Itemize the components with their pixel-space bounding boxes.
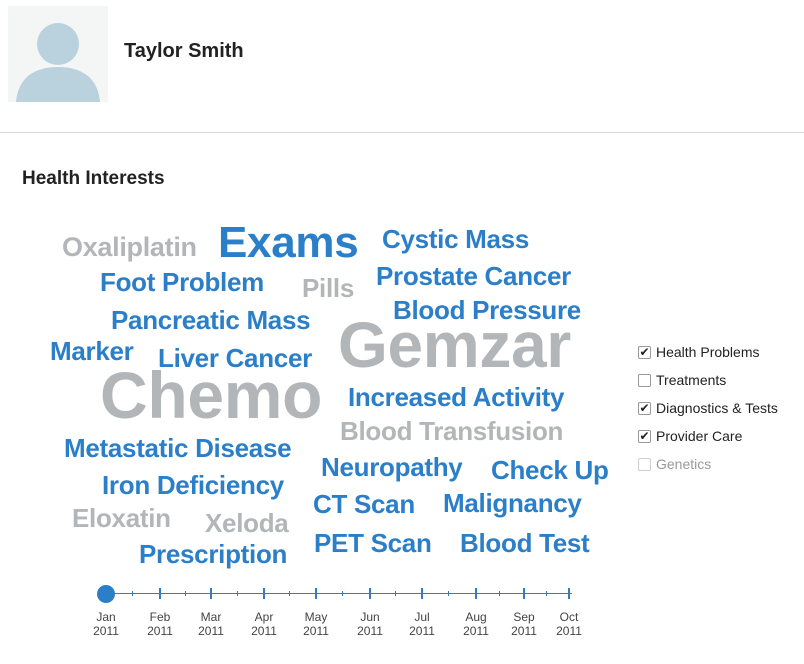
timeline-minor-tick bbox=[342, 591, 343, 596]
timeline-tick bbox=[568, 588, 570, 599]
health-problems-checkbox[interactable] bbox=[638, 345, 651, 359]
term-oxaliplatin[interactable]: Oxaliplatin bbox=[62, 232, 197, 262]
timeline-tick bbox=[159, 588, 161, 599]
term-prescription[interactable]: Prescription bbox=[139, 539, 288, 569]
timeline-tick bbox=[421, 588, 423, 599]
term-chemo[interactable]: Chemo bbox=[100, 358, 323, 432]
timeline-minor-tick bbox=[395, 591, 396, 596]
filter-label: Health Problems bbox=[656, 344, 760, 360]
term-marker[interactable]: Marker bbox=[50, 336, 134, 366]
filter-provider-care[interactable]: Provider Care bbox=[638, 422, 778, 450]
timeline-handle[interactable] bbox=[97, 585, 115, 603]
term-xeloda[interactable]: Xeloda bbox=[205, 508, 289, 538]
diagnostics-tests-checkbox[interactable] bbox=[638, 401, 651, 415]
header-divider bbox=[0, 132, 804, 133]
timeline-label-jul[interactable]: Jul 2011 bbox=[409, 610, 435, 638]
term-prostate-cancer[interactable]: Prostate Cancer bbox=[376, 261, 571, 291]
term-pet-scan[interactable]: PET Scan bbox=[314, 528, 432, 558]
term-malignancy[interactable]: Malignancy bbox=[443, 488, 582, 518]
avatar bbox=[8, 6, 108, 102]
term-exams[interactable]: Exams bbox=[218, 218, 359, 267]
timeline-label-aug[interactable]: Aug 2011 bbox=[463, 610, 489, 638]
section-title: Health Interests bbox=[22, 168, 165, 189]
filter-label: Genetics bbox=[656, 456, 712, 472]
timeline-minor-tick bbox=[237, 591, 238, 596]
user-silhouette-icon bbox=[16, 23, 100, 102]
filter-treatments[interactable]: Treatments bbox=[638, 366, 778, 394]
term-foot-problem[interactable]: Foot Problem bbox=[100, 267, 264, 297]
timeline-label-may[interactable]: May 2011 bbox=[303, 610, 329, 638]
filter-genetics: Genetics bbox=[638, 450, 778, 478]
timeline-label-mar[interactable]: Mar 2011 bbox=[198, 610, 224, 638]
term-blood-pressure[interactable]: Blood Pressure bbox=[393, 295, 581, 325]
timeline-tick bbox=[369, 588, 371, 599]
timeline-minor-tick bbox=[499, 591, 500, 596]
timeline-label-jan[interactable]: Jan 2011 bbox=[93, 610, 119, 638]
term-gemzar[interactable]: Gemzar bbox=[338, 309, 571, 381]
timeline-minor-tick bbox=[132, 591, 133, 596]
timeline-tick bbox=[210, 588, 212, 599]
timeline-track[interactable] bbox=[106, 593, 572, 594]
timeline-label-apr[interactable]: Apr 2011 bbox=[251, 610, 277, 638]
term-metastatic-disease[interactable]: Metastatic Disease bbox=[64, 433, 292, 463]
timeline-tick bbox=[315, 588, 317, 599]
term-blood-transfusion[interactable]: Blood Transfusion bbox=[340, 416, 564, 446]
term-check-up[interactable]: Check Up bbox=[491, 455, 609, 485]
filter-label: Treatments bbox=[656, 372, 727, 388]
timeline-tick bbox=[523, 588, 525, 599]
term-liver-cancer[interactable]: Liver Cancer bbox=[158, 343, 312, 373]
category-filters: Health Problems Treatments Diagnostics &… bbox=[638, 338, 778, 478]
timeline-minor-tick bbox=[546, 591, 547, 596]
timeline-minor-tick bbox=[185, 591, 186, 596]
term-ct-scan[interactable]: CT Scan bbox=[313, 489, 415, 519]
timeline-label-sep[interactable]: Sep 2011 bbox=[511, 610, 537, 638]
timeline-label-oct[interactable]: Oct 2011 bbox=[556, 610, 582, 638]
treatments-checkbox[interactable] bbox=[638, 373, 651, 387]
filter-label: Provider Care bbox=[656, 428, 743, 444]
provider-care-checkbox[interactable] bbox=[638, 429, 651, 443]
term-pancreatic-mass[interactable]: Pancreatic Mass bbox=[111, 305, 311, 335]
user-name: Taylor Smith bbox=[124, 40, 244, 62]
filter-health-problems[interactable]: Health Problems bbox=[638, 338, 778, 366]
timeline-minor-tick bbox=[289, 591, 290, 596]
term-pills[interactable]: Pills bbox=[302, 273, 354, 303]
timeline-minor-tick bbox=[448, 591, 449, 596]
filter-label: Diagnostics & Tests bbox=[656, 400, 778, 416]
timeline-label-feb[interactable]: Feb 2011 bbox=[147, 610, 173, 638]
term-iron-deficiency[interactable]: Iron Deficiency bbox=[102, 470, 284, 500]
term-eloxatin[interactable]: Eloxatin bbox=[72, 503, 171, 533]
timeline-tick bbox=[475, 588, 477, 599]
timeline-label-jun[interactable]: Jun 2011 bbox=[357, 610, 383, 638]
term-increased-activity[interactable]: Increased Activity bbox=[348, 382, 565, 412]
term-cystic-mass[interactable]: Cystic Mass bbox=[382, 224, 529, 254]
term-neuropathy[interactable]: Neuropathy bbox=[321, 452, 463, 482]
filter-diagnostics-tests[interactable]: Diagnostics & Tests bbox=[638, 394, 778, 422]
timeline-tick bbox=[263, 588, 265, 599]
term-blood-test[interactable]: Blood Test bbox=[460, 528, 590, 558]
timeline-slider[interactable]: Jan 2011 Feb 2011 Mar 2011 Apr 2011 May 2011 … bbox=[0, 580, 804, 650]
genetics-checkbox bbox=[638, 457, 651, 471]
